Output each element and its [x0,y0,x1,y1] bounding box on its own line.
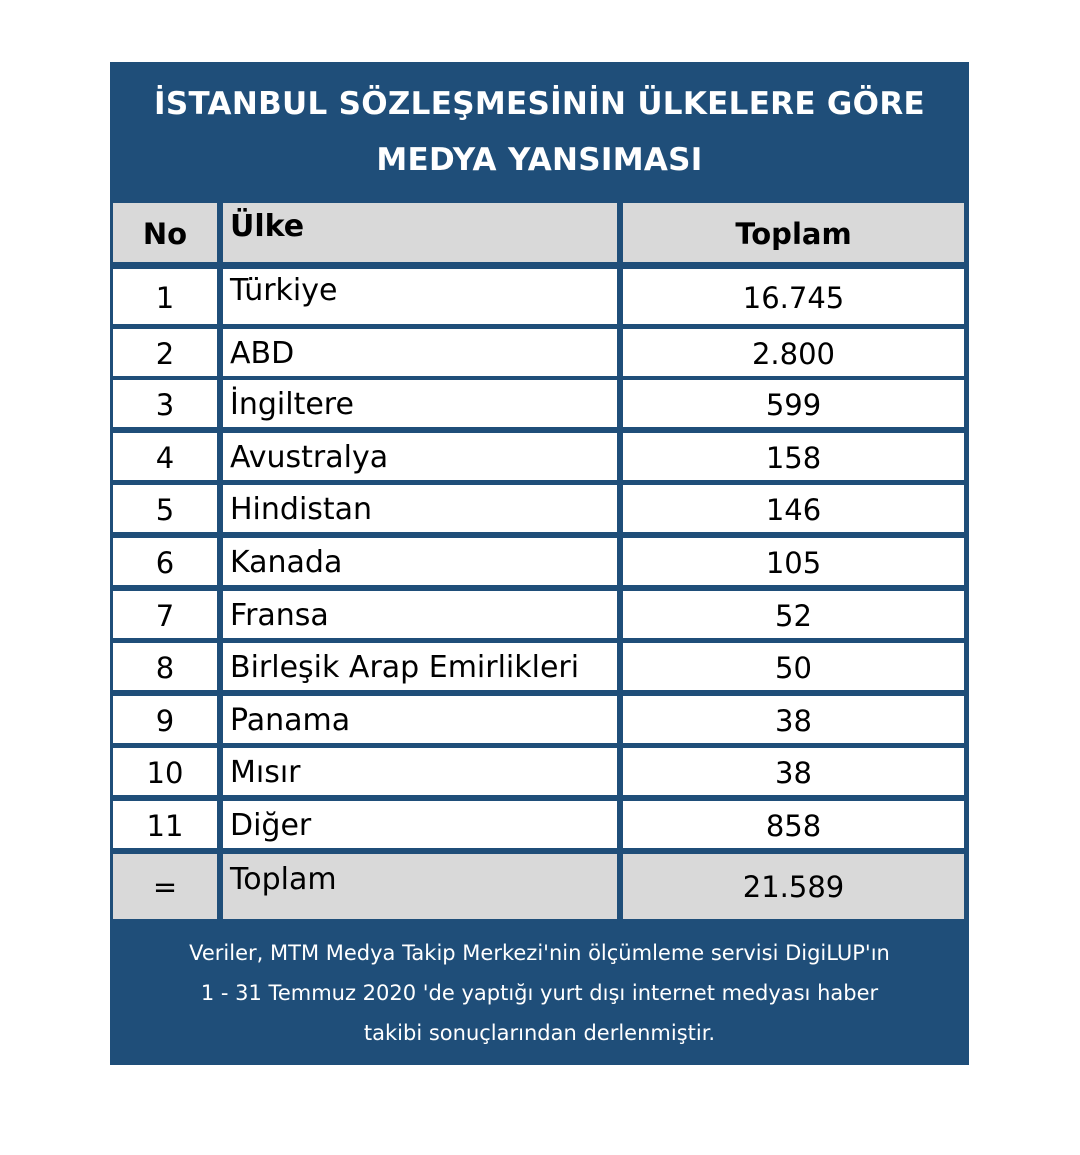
row-total: 105 [623,538,964,585]
table-title: İSTANBUL SÖZLEŞMESİNİN ÜLKELERE GÖRE MED… [110,62,969,202]
row-country: Diğer [223,801,617,848]
row-country: Kanada [223,538,617,585]
row-no: 10 [113,748,217,795]
sum-total: 21.589 [623,854,964,919]
row-country: Birleşik Arap Emirlikleri [223,643,617,690]
row-no: 7 [113,591,217,638]
row-total: 146 [623,485,964,532]
row-total: 52 [623,591,964,638]
footnote-line1: Veriler, MTM Medya Takip Merkezi'nin ölç… [189,941,890,965]
row-country: İngiltere [223,380,617,427]
table-row: 4 Avustralya 158 [110,433,969,480]
row-total: 50 [623,643,964,690]
row-country: Panama [223,696,617,743]
row-total: 16.745 [623,269,964,324]
row-country: ABD [223,329,617,376]
table-row: 11 Diğer 858 [110,801,969,848]
footnote-line2: 1 - 31 Temmuz 2020 'de yaptığı yurt dışı… [200,981,879,1005]
row-no: 3 [113,380,217,427]
header-total: Toplam [623,203,964,262]
source-footnote: Veriler, MTM Medya Takip Merkezi'nin ölç… [110,925,969,1065]
footnote-line3: takibi sonuçlarından derlenmiştir. [363,1021,716,1045]
table-row: 1 Türkiye 16.745 [110,269,969,324]
sum-no: = [113,854,217,919]
table-row: 10 Mısır 38 [110,748,969,795]
row-no: 6 [113,538,217,585]
row-no: 5 [113,485,217,532]
header-no: No [113,203,217,262]
table-row: 2 ABD 2.800 [110,329,969,376]
row-no: 4 [113,433,217,480]
row-no: 11 [113,801,217,848]
row-country: Fransa [223,591,617,638]
table-row: 8 Birleşik Arap Emirlikleri 50 [110,643,969,690]
header-country: Ülke [223,203,617,262]
row-no: 1 [113,269,217,324]
table-row: 7 Fransa 52 [110,591,969,638]
row-country: Mısır [223,748,617,795]
table-header-row: No Ülke Toplam [110,203,969,262]
row-total: 858 [623,801,964,848]
row-total: 158 [623,433,964,480]
row-total: 2.800 [623,329,964,376]
table-title-line2: MEDYA YANSIMASI [376,142,703,178]
row-no: 9 [113,696,217,743]
row-no: 2 [113,329,217,376]
table-row: 6 Kanada 105 [110,538,969,585]
table-sum-row: = Toplam 21.589 [110,854,969,919]
row-total: 38 [623,748,964,795]
media-coverage-table-card: İSTANBUL SÖZLEŞMESİNİN ÜLKELERE GÖRE MED… [110,62,969,1065]
table-row: 3 İngiltere 599 [110,380,969,427]
table-row: 9 Panama 38 [110,696,969,743]
row-total: 599 [623,380,964,427]
row-country: Avustralya [223,433,617,480]
row-country: Hindistan [223,485,617,532]
row-total: 38 [623,696,964,743]
table-title-line1: İSTANBUL SÖZLEŞMESİNİN ÜLKELERE GÖRE [154,86,925,122]
row-country: Türkiye [223,269,617,324]
table-row: 5 Hindistan 146 [110,485,969,532]
row-no: 8 [113,643,217,690]
sum-country: Toplam [223,854,617,919]
